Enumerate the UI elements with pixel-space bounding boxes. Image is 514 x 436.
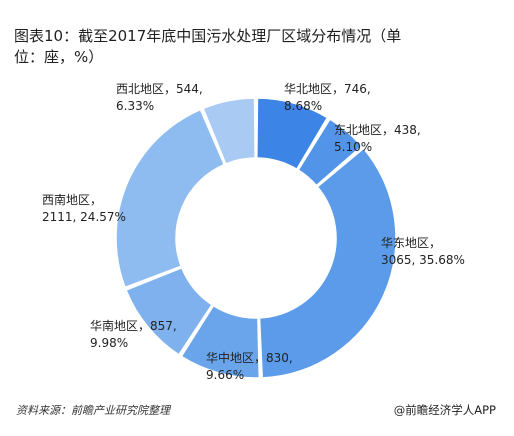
slice-label-4: 华中地区，830, 9.66% bbox=[206, 350, 293, 382]
slice-label-6: 西南地区， 2111, 24.57% bbox=[42, 192, 126, 224]
slice-6 bbox=[115, 108, 226, 289]
chart-title-line-2: 位：座，%） bbox=[14, 48, 104, 66]
donut-slices bbox=[115, 97, 397, 379]
slice-labels: 华北地区，746, 8.68% 东北地区，438, 5.10% 华东地区， 3065, 3… bbox=[42, 82, 465, 382]
slice-label-1: 华北地区，746, 8.68% bbox=[284, 82, 371, 113]
slice-5 bbox=[125, 266, 213, 356]
slice-2 bbox=[297, 118, 363, 187]
slice-1 bbox=[256, 97, 329, 171]
slice-label-5: 华南地区，857, 9.98% bbox=[90, 318, 177, 350]
source-note: 资料来源：前瞻产业研究院整理 bbox=[16, 404, 170, 417]
chart-title: 图表10：截至2017年底中国污水处理厂区域分布情况（单 位：座，%） bbox=[14, 26, 444, 68]
slice-label-2: 东北地区，438, 5.10% bbox=[334, 123, 421, 154]
slice-label-3: 华东地区， 3065, 35.68% bbox=[381, 236, 465, 267]
slice-3 bbox=[258, 147, 397, 379]
chart-title-line-1: 图表10：截至2017年底中国污水处理厂区域分布情况（单 bbox=[14, 27, 402, 45]
brand-mark: @前瞻经济学人APP bbox=[393, 403, 496, 417]
slice-label-7: 西北地区，544, 6.33% bbox=[116, 82, 203, 113]
slice-4 bbox=[180, 304, 261, 379]
slice-7 bbox=[202, 97, 256, 165]
